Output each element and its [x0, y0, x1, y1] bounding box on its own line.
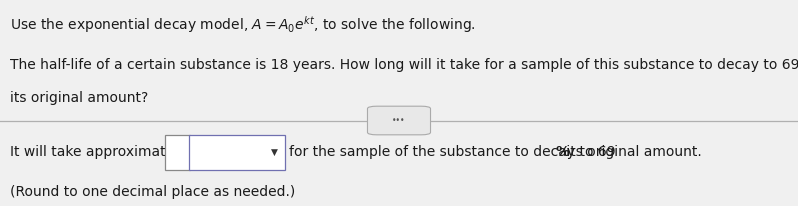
- Text: Use the exponential decay model, $A = A_0e^{kt}$, to solve the following.: Use the exponential decay model, $A = A_…: [10, 14, 476, 35]
- Text: •••: •••: [393, 116, 405, 125]
- Text: %: %: [556, 145, 570, 159]
- FancyBboxPatch shape: [188, 135, 285, 170]
- Text: It will take approximately: It will take approximately: [10, 145, 191, 159]
- FancyBboxPatch shape: [164, 135, 190, 170]
- FancyBboxPatch shape: [367, 106, 430, 135]
- Text: The half-life of a certain substance is 18 years. How long will it take for a sa: The half-life of a certain substance is …: [10, 58, 798, 72]
- Text: its original amount?: its original amount?: [10, 91, 148, 105]
- Text: (Round to one decimal place as needed.): (Round to one decimal place as needed.): [10, 185, 295, 199]
- Text: ▼: ▼: [271, 148, 279, 157]
- Text: its original amount.: its original amount.: [562, 145, 701, 159]
- Text: for the sample of the substance to decay to 69: for the sample of the substance to decay…: [289, 145, 616, 159]
